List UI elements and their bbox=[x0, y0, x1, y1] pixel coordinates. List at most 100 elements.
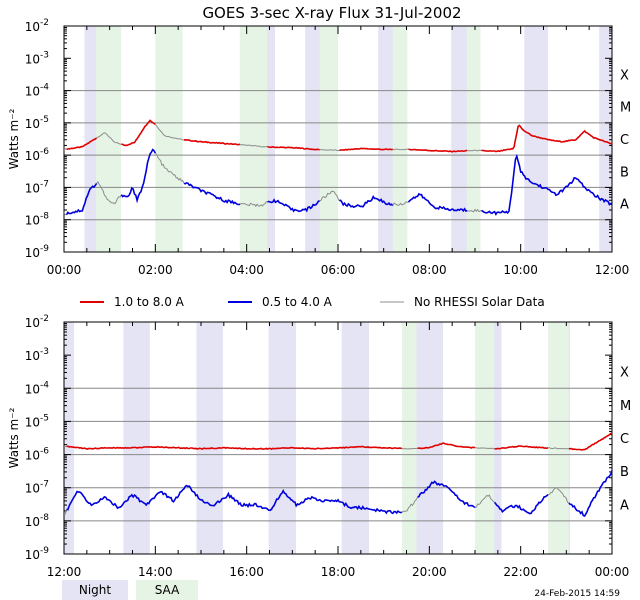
plot-panel-top: 10-910-810-710-610-510-410-310 -200:00 02:… bbox=[7, 18, 631, 277]
y-tick-exponent: -3 bbox=[40, 347, 49, 357]
red-series-segment bbox=[474, 447, 495, 450]
legend-red-label: 1.0 to 8.0 A bbox=[114, 295, 185, 309]
y-tick-label: 10 bbox=[25, 181, 40, 195]
x-tick-label: 08:00 bbox=[412, 263, 447, 277]
red-series-segment bbox=[417, 442, 476, 450]
x-tick-label: 14:00 bbox=[138, 565, 173, 579]
night-band bbox=[414, 322, 444, 554]
night-band bbox=[196, 322, 223, 554]
x-tick-label: 16:00 bbox=[229, 565, 264, 579]
x-tick-label: 22:00 bbox=[503, 565, 538, 579]
night-band bbox=[341, 322, 370, 554]
flare-class-label: X bbox=[620, 68, 629, 83]
x-tick-label: 12:00 bbox=[595, 263, 630, 277]
night-saa-legend: Night SAA bbox=[62, 580, 198, 600]
y-tick-exponent: -9 bbox=[40, 546, 49, 556]
y-tick-label: 10 bbox=[25, 415, 40, 429]
y-tick-label: 10 bbox=[25, 316, 40, 330]
night-legend-label: Night bbox=[79, 583, 112, 597]
y-tick-label: 10 bbox=[25, 117, 40, 131]
flare-class-label: C bbox=[620, 133, 629, 148]
flare-class-label: B bbox=[620, 465, 629, 480]
y-tick-exponent: -6 bbox=[40, 447, 49, 457]
flare-class-label: A bbox=[620, 198, 629, 213]
night-band bbox=[268, 322, 296, 554]
legend-gray-label: No RHESSI Solar Data bbox=[414, 295, 545, 309]
blue-series-segment bbox=[417, 480, 476, 509]
flare-class-label: M bbox=[620, 101, 631, 116]
blue-series-segment bbox=[407, 192, 468, 213]
x-tick-label: 00:00 bbox=[47, 263, 82, 277]
y-tick-exponent: -5 bbox=[40, 115, 49, 125]
generation-timestamp: 24-Feb-2015 14:59 bbox=[534, 589, 620, 599]
y-tick-label: 10 bbox=[25, 52, 40, 66]
y-tick-label: 10 bbox=[25, 149, 40, 163]
blue-series-segment bbox=[120, 148, 157, 204]
flare-class-label: A bbox=[620, 498, 629, 513]
y-tick-label: 10 bbox=[25, 349, 40, 363]
y-tick-exponent: -3 bbox=[40, 50, 49, 60]
saa-band bbox=[475, 322, 495, 554]
x-tick-label: 00:00 bbox=[595, 565, 630, 579]
y-tick-label: 10 bbox=[25, 382, 40, 396]
saa-band bbox=[401, 322, 417, 554]
x-tick-label: 04:00 bbox=[229, 263, 264, 277]
y-tick-exponent: -2 bbox=[40, 314, 49, 324]
red-series-segment bbox=[548, 447, 569, 450]
red-series-segment bbox=[401, 447, 418, 450]
red-series-segment bbox=[154, 124, 185, 141]
night-band bbox=[64, 322, 75, 554]
y-axis-label: Watts m⁻² bbox=[7, 108, 21, 169]
blue-series-segment bbox=[63, 212, 67, 216]
red-series-segment bbox=[319, 148, 340, 152]
y-tick-label: 10 bbox=[25, 449, 40, 463]
x-tick-label: 10:00 bbox=[503, 263, 538, 277]
red-series-segment bbox=[339, 147, 393, 152]
red-series-segment bbox=[392, 148, 409, 151]
red-series-segment bbox=[121, 119, 156, 147]
plot-panel-bottom: 10-910-810-710-610-510-410-310 -212:00 14:… bbox=[7, 314, 631, 579]
blue-series-segment bbox=[339, 194, 394, 209]
red-series-segment bbox=[267, 145, 320, 151]
blue-series-segment bbox=[474, 494, 495, 508]
night-band bbox=[524, 26, 549, 252]
blue-series-segment bbox=[267, 198, 320, 213]
x-tick-label: 02:00 bbox=[138, 263, 173, 277]
chart-title: GOES 3-sec X-ray Flux 31-Jul-2002 bbox=[202, 4, 461, 22]
flare-class-label: M bbox=[620, 399, 631, 414]
y-tick-exponent: -7 bbox=[40, 179, 49, 189]
red-series-segment bbox=[481, 124, 613, 153]
y-tick-label: 10 bbox=[25, 246, 40, 260]
flare-class-label: C bbox=[620, 432, 629, 447]
saa-band bbox=[95, 26, 122, 252]
saa-band bbox=[466, 26, 481, 252]
red-series-segment bbox=[96, 132, 122, 145]
saa-legend-box bbox=[136, 580, 198, 600]
y-tick-label: 10 bbox=[25, 20, 40, 34]
blue-series-segment bbox=[239, 201, 268, 208]
blue-series-segment bbox=[63, 509, 68, 515]
y-tick-label: 10 bbox=[25, 214, 40, 228]
y-tick-exponent: -7 bbox=[40, 480, 49, 490]
blue-series-segment bbox=[467, 208, 482, 213]
y-tick-exponent: -8 bbox=[40, 513, 49, 523]
flare-class-label: X bbox=[620, 366, 629, 381]
red-series-segment bbox=[568, 432, 613, 451]
y-tick-exponent: -5 bbox=[40, 413, 49, 423]
blue-series-segment bbox=[547, 487, 570, 504]
x-tick-label: 20:00 bbox=[412, 565, 447, 579]
x-tick-label: 18:00 bbox=[321, 565, 356, 579]
blue-series-segment bbox=[96, 180, 122, 205]
blue-series-segment bbox=[66, 484, 403, 515]
blue-series-segment bbox=[392, 201, 409, 206]
y-tick-exponent: -4 bbox=[40, 83, 49, 93]
y-tick-label: 10 bbox=[25, 548, 40, 562]
saa-band bbox=[392, 26, 408, 252]
y-tick-exponent: -4 bbox=[40, 380, 49, 390]
saa-legend-label: SAA bbox=[155, 583, 180, 597]
x-tick-label: 06:00 bbox=[321, 263, 356, 277]
y-tick-label: 10 bbox=[25, 515, 40, 529]
saa-band bbox=[319, 26, 338, 252]
y-tick-exponent: -8 bbox=[40, 212, 49, 222]
